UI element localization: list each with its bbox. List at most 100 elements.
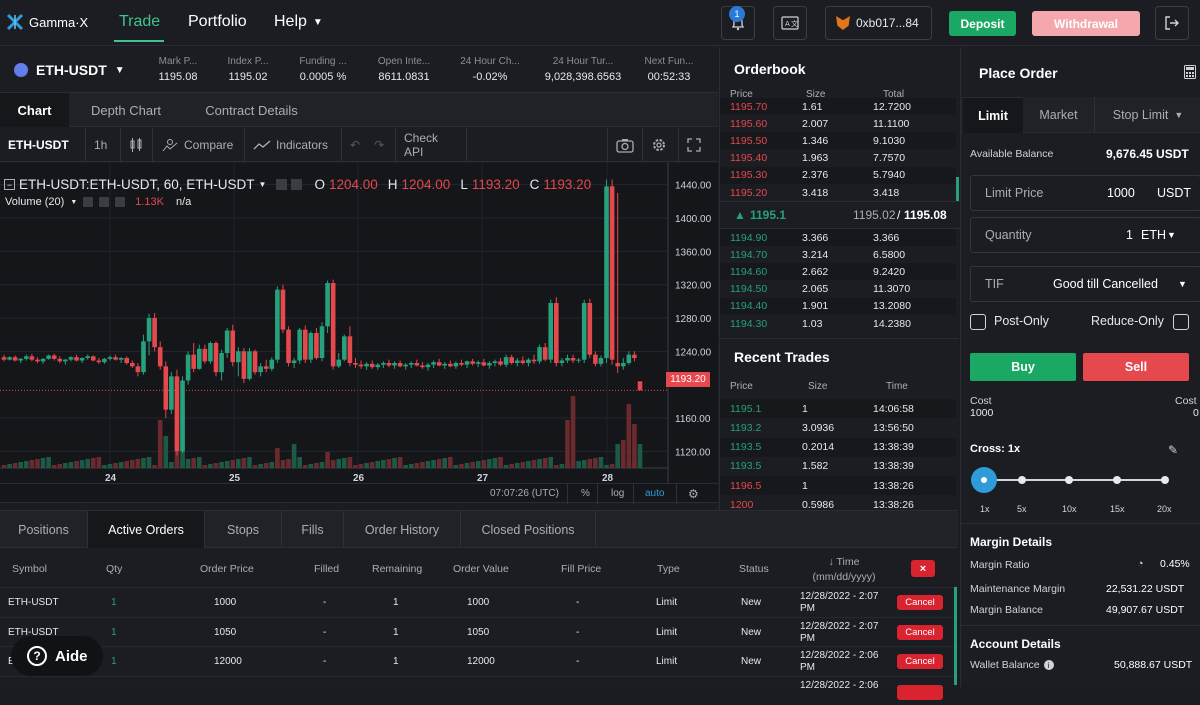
bid-row[interactable]: 1194.70 3.214 6.5800 [720,246,956,264]
check-api-button[interactable]: Check API [396,128,467,162]
tab-order-history[interactable]: Order History [344,511,461,548]
tab-market[interactable]: Market [1023,97,1095,133]
buy-button[interactable]: Buy [970,353,1076,381]
volume-settings-icon[interactable] [99,197,110,207]
tab-closed-positions[interactable]: Closed Positions [461,511,596,548]
wallet-button[interactable]: 0xb017...84 [825,6,932,40]
leverage-tick[interactable] [1161,476,1169,484]
logout-button[interactable] [1155,6,1189,40]
logo[interactable]: Gamma·X [6,13,88,31]
volume-bar [637,444,643,468]
order-row[interactable]: ETH-USDT 1 1000 - 1 1000 - Limit New 12/… [0,587,958,616]
log-scale-toggle[interactable]: log [611,488,625,499]
nav-help[interactable]: Help ▼ [274,13,323,31]
volume-close-icon[interactable] [115,197,126,207]
leverage-mark: 1x [980,504,990,514]
cancel-order-button[interactable]: Cancel [897,595,943,610]
sell-button[interactable]: Sell [1083,353,1189,381]
nav-trade[interactable]: Trade [119,13,161,30]
cancel-all-button[interactable]: × [911,560,935,577]
scrollbar[interactable] [954,587,957,685]
leverage-tick[interactable] [1065,476,1073,484]
volume-eye-icon[interactable] [83,197,94,207]
limit-price-input[interactable]: 1000 [1107,186,1135,200]
tif-select[interactable]: TIF Good till Cancelled ▼ [970,266,1200,302]
ask-size: 2.376 [802,169,829,182]
quantity-unit[interactable]: ETH [1141,228,1166,242]
candle-body [113,357,118,360]
aide-help-button[interactable]: ? Aide [11,636,103,676]
tab-active-orders[interactable]: Active Orders [88,511,205,548]
post-only-checkbox[interactable] [970,314,986,330]
screenshot-button[interactable] [607,128,643,162]
bid-row[interactable]: 1194.30 1.03 14.2380 [720,315,956,332]
info-icon[interactable]: i [1043,660,1054,670]
tab-depth-chart[interactable]: Depth Chart [90,102,162,118]
volume-label[interactable]: Volume (20) [5,196,65,208]
ask-row[interactable]: 1195.30 2.376 5.7940 [720,166,956,184]
order-row[interactable]: ETH-USDT 1 1050 - 1 1050 - Limit New 12/… [0,616,958,646]
candle-type-button[interactable] [121,128,153,162]
bid-row[interactable]: 1194.60 2.662 9.2420 [720,263,956,281]
ask-row[interactable]: 1195.20 3.418 3.418 [720,184,956,201]
ask-row[interactable]: 1195.50 1.346 9.1030 [720,132,956,150]
volume-bar [135,459,141,468]
chevron-down-icon[interactable]: ▼ [258,180,267,189]
tab-limit[interactable]: Limit [963,97,1023,133]
collapse-legend-icon[interactable]: − [4,179,15,190]
leverage-slider[interactable] [970,465,1195,515]
withdrawal-button[interactable]: Withdrawal [1032,11,1140,36]
chevron-down-icon[interactable]: ▼ [1167,230,1176,240]
gear-icon[interactable]: ⚙ [688,486,699,501]
col-time[interactable]: ↓ Time (mm/dd/yyyy) [808,555,880,585]
percent-scale-toggle[interactable]: % [581,488,590,499]
limit-price-field[interactable]: Limit Price 1000 USDT [970,175,1200,211]
tab-contract-details[interactable]: Contract Details [205,102,298,118]
edit-icon[interactable]: ✎ [1168,443,1179,457]
ask-row[interactable]: 1195.70 1.61 12.7200 [720,98,956,115]
chart-canvas[interactable]: 1440.00 1400.00 1360.00 1320.00 1280.00 1240.… [0,163,718,503]
order-time: 12/28/2022 - 2:07 PM [800,621,878,645]
ask-row[interactable]: 1195.40 1.963 7.7570 [720,149,956,167]
pair-selector[interactable]: ETH-USDT ▼ [14,62,125,78]
notifications-button[interactable]: 1 [721,6,755,40]
compare-button[interactable]: Compare [153,128,245,162]
interval-button[interactable]: 1h [86,128,121,162]
chart-settings-button[interactable] [643,128,679,162]
calculator-icon[interactable] [1184,65,1196,82]
ask-row[interactable]: 1195.60 2.007 11.1100 [720,115,956,133]
indicators-button[interactable]: Indicators [245,128,342,162]
legend-eye-icon[interactable] [276,179,288,190]
leverage-tick[interactable] [1018,476,1026,484]
auto-scale-toggle[interactable]: auto [645,488,665,499]
tab-stops[interactable]: Stops [205,511,282,548]
chart-symbol[interactable]: ETH-USDT [0,128,86,162]
undo-icon[interactable]: ↶ [350,138,361,152]
chevron-down-icon[interactable]: ▼ [70,198,78,206]
legend-settings-icon[interactable] [291,179,303,190]
reduce-only-checkbox[interactable] [1173,314,1189,330]
cancel-order-button[interactable]: Cancel [897,654,943,669]
price-chart[interactable]: 1440.00 1400.00 1360.00 1320.00 1280.00 1240.… [0,163,718,504]
fullscreen-button[interactable] [679,128,718,162]
order-row[interactable]: ETH-USDT 1 12000 - 1 12000 - Limit New 1… [0,646,958,675]
tab-chart[interactable]: Chart [0,93,69,127]
tab-stop-limit[interactable]: Stop Limit ▼ [1095,97,1200,133]
cancel-order-button[interactable]: Cancel [897,624,943,640]
tab-positions[interactable]: Positions [0,511,88,548]
quantity-field[interactable]: Quantity 1 ETH ▼ [970,217,1200,253]
bid-row[interactable]: 1194.90 3.366 3.366 [720,229,956,246]
quantity-input[interactable]: 1 [1126,228,1133,242]
nav-portfolio[interactable]: Portfolio [188,13,247,30]
redo-icon[interactable]: ↷ [374,138,385,152]
leverage-tick[interactable] [1113,476,1121,484]
order-time-date: 12/28/2022 - 2:07 [800,591,879,602]
deposit-button[interactable]: Deposit [949,11,1016,36]
order-row[interactable]: 12/28/2022 - 2:06 [0,675,958,705]
bid-row[interactable]: 1194.40 1.901 13.2080 [720,297,956,315]
trade-time: 13:56:50 [873,421,914,434]
bid-row[interactable]: 1194.50 2.065 11.3070 [720,280,956,298]
tab-fills[interactable]: Fills [282,511,344,548]
chart-title[interactable]: ETH-USDT:ETH-USDT, 60, ETH-USDT [19,177,255,192]
